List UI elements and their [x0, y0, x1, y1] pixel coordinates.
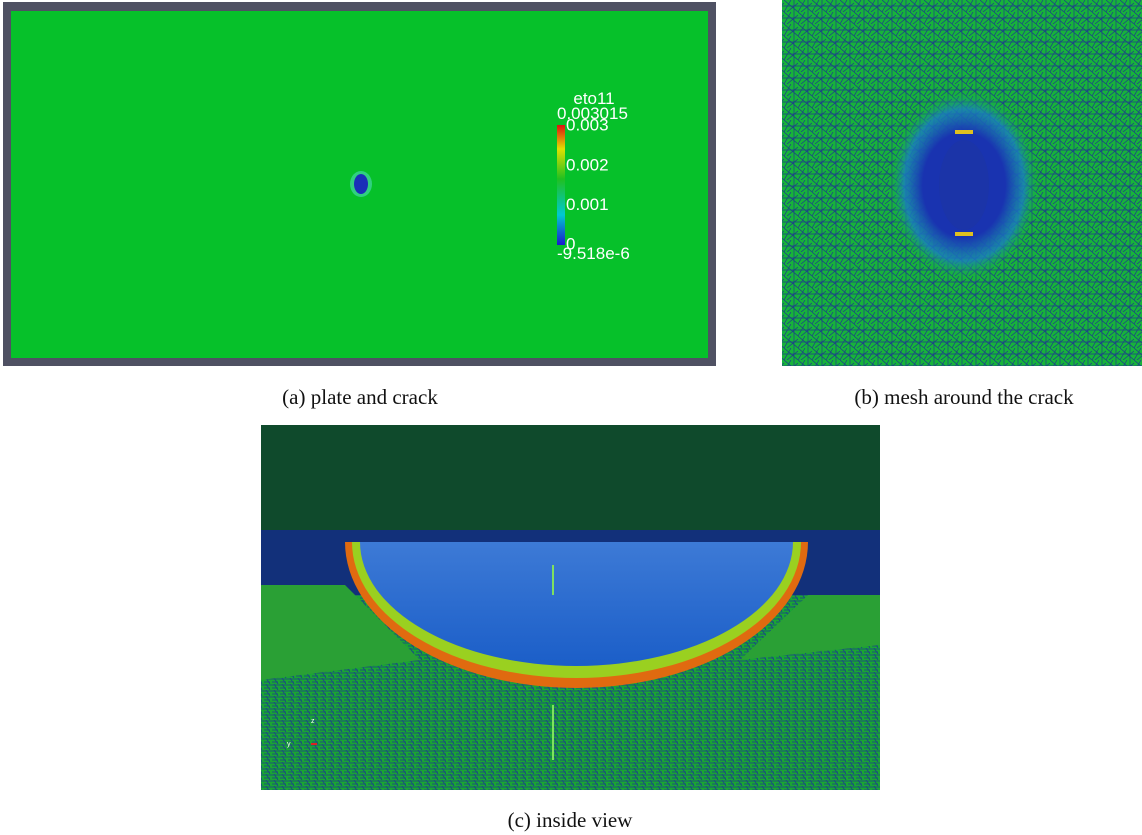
colorbar-title: eto11 — [573, 89, 614, 108]
caption: (c) inside view — [508, 808, 634, 832]
panel-c: z y — [261, 425, 880, 790]
green-block — [740, 595, 880, 660]
crack — [354, 174, 368, 194]
colorbar-label: 0.003 — [566, 116, 609, 135]
tip — [955, 232, 973, 236]
green-block — [261, 585, 420, 680]
axis-label: z — [311, 718, 315, 725]
panel-b — [782, 0, 1142, 366]
top-band — [261, 425, 880, 535]
colorbar-label: 0.003015 — [557, 104, 628, 123]
axis-label: y — [287, 741, 291, 748]
colorbar-label: -9.518e-6 — [557, 244, 630, 263]
colorbar-label: 0 — [566, 235, 575, 254]
crack — [939, 140, 989, 230]
caption: (b) mesh around the crack — [854, 385, 1074, 409]
tip — [955, 130, 973, 134]
caption: (a) plate and crack — [282, 385, 438, 409]
colorbar — [557, 125, 565, 245]
crack-face — [360, 542, 793, 666]
colorbar-label: 0.002 — [566, 155, 609, 174]
colorbar-label: 0.001 — [566, 195, 609, 214]
